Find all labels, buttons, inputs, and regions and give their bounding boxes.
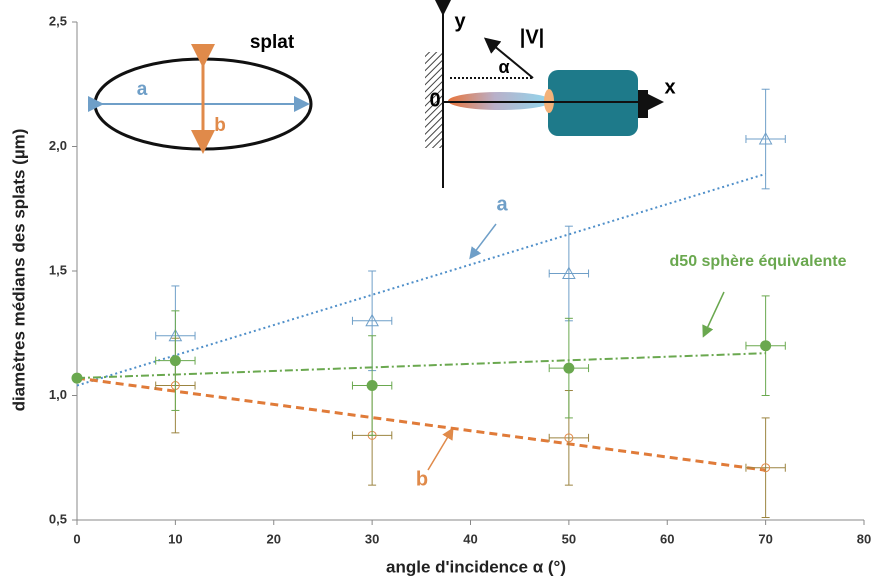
a-label: a [137, 79, 148, 100]
series-label: b [416, 468, 428, 490]
point [564, 433, 574, 443]
b-label: b [214, 115, 226, 136]
y-tick-label: 1,0 [49, 387, 67, 402]
x-tick-label: 0 [73, 531, 80, 546]
origin-label: 0 [429, 89, 440, 111]
point [365, 313, 379, 327]
point [71, 372, 83, 384]
point [761, 463, 771, 473]
substrate [425, 52, 443, 148]
trend-line [76, 172, 766, 387]
torch-inset: y |V| α 0 x [425, 0, 676, 188]
series-label: d50 sphère équivalente [670, 253, 847, 270]
x-label: x [664, 76, 675, 98]
point [169, 355, 181, 367]
splat-label: splat [250, 32, 295, 53]
point [758, 131, 773, 145]
d50-pointer [702, 291, 725, 338]
y-tick-label: 0,5 [49, 511, 67, 526]
y-label: y [454, 10, 466, 32]
x-tick-label: 20 [267, 531, 281, 546]
x-tick-label: 60 [660, 531, 674, 546]
y-axis-title: diamètres médians des splats (µm) [9, 129, 28, 412]
x-tick-label: 80 [857, 531, 871, 546]
splat-inset: splat a b [88, 32, 313, 154]
x-axis-title: angle d'incidence α (°) [386, 557, 566, 576]
y-tick-label: 1,5 [49, 262, 67, 277]
point [562, 266, 576, 279]
x-tick-label: 30 [365, 531, 379, 546]
torch-back [638, 90, 648, 118]
y-tick-label: 2,0 [49, 138, 67, 153]
x-tick-label: 40 [463, 531, 477, 546]
y-tick-label: 2,5 [49, 13, 67, 28]
x-tick-label: 70 [758, 531, 772, 546]
point [366, 380, 378, 392]
a-pointer [469, 223, 497, 260]
x-tick-label: 50 [562, 531, 576, 546]
trend-line [76, 376, 766, 472]
x-tick-label: 10 [168, 531, 182, 546]
velocity-label: |V| [520, 26, 545, 48]
point [563, 362, 575, 374]
b-pointer [427, 427, 454, 471]
point [760, 340, 772, 352]
angle-label: α [498, 57, 509, 77]
trend-line [76, 352, 766, 380]
velocity-arrow [483, 37, 534, 79]
series-label: a [496, 193, 508, 215]
